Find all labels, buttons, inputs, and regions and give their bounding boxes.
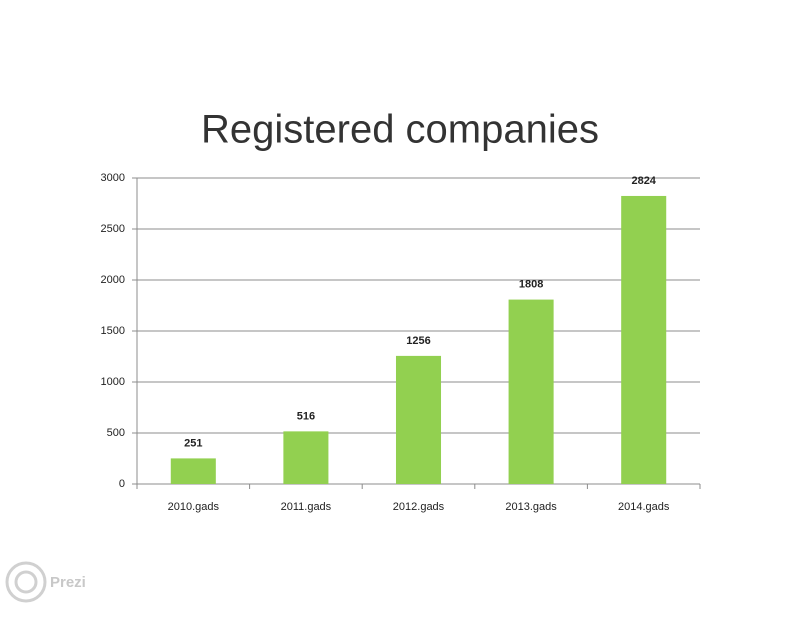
logo-icon-inner — [14, 570, 38, 594]
value-label: 1256 — [406, 335, 430, 347]
value-label: 1808 — [519, 278, 543, 290]
value-label: 251 — [184, 437, 202, 449]
bar — [621, 195, 667, 484]
x-tick-label: 2010.gads — [168, 501, 220, 513]
logo-text: Prezi — [50, 574, 86, 591]
value-label: 2824 — [631, 175, 656, 187]
y-tick-label: 3000 — [101, 172, 125, 184]
y-tick-label: 2000 — [101, 274, 125, 286]
logo: Prezi — [5, 561, 86, 603]
x-tick-label: 2013.gads — [505, 501, 557, 513]
bar — [170, 458, 216, 484]
bar — [508, 299, 554, 484]
y-tick-label: 2500 — [101, 223, 125, 235]
bar — [395, 355, 442, 484]
x-tick-label: 2014.gads — [618, 501, 670, 513]
bar — [283, 431, 329, 484]
y-tick-label: 1500 — [101, 325, 125, 337]
value-label: 516 — [297, 410, 315, 422]
y-tick-label: 1000 — [101, 376, 125, 388]
x-tick-label: 2011.gads — [281, 501, 332, 513]
chart-title: Registered companies — [201, 108, 599, 152]
y-tick-label: 500 — [107, 427, 125, 439]
x-tick-label: 2012.gads — [393, 501, 445, 513]
y-tick-label: 0 — [119, 478, 125, 490]
logo-icon — [5, 561, 47, 603]
